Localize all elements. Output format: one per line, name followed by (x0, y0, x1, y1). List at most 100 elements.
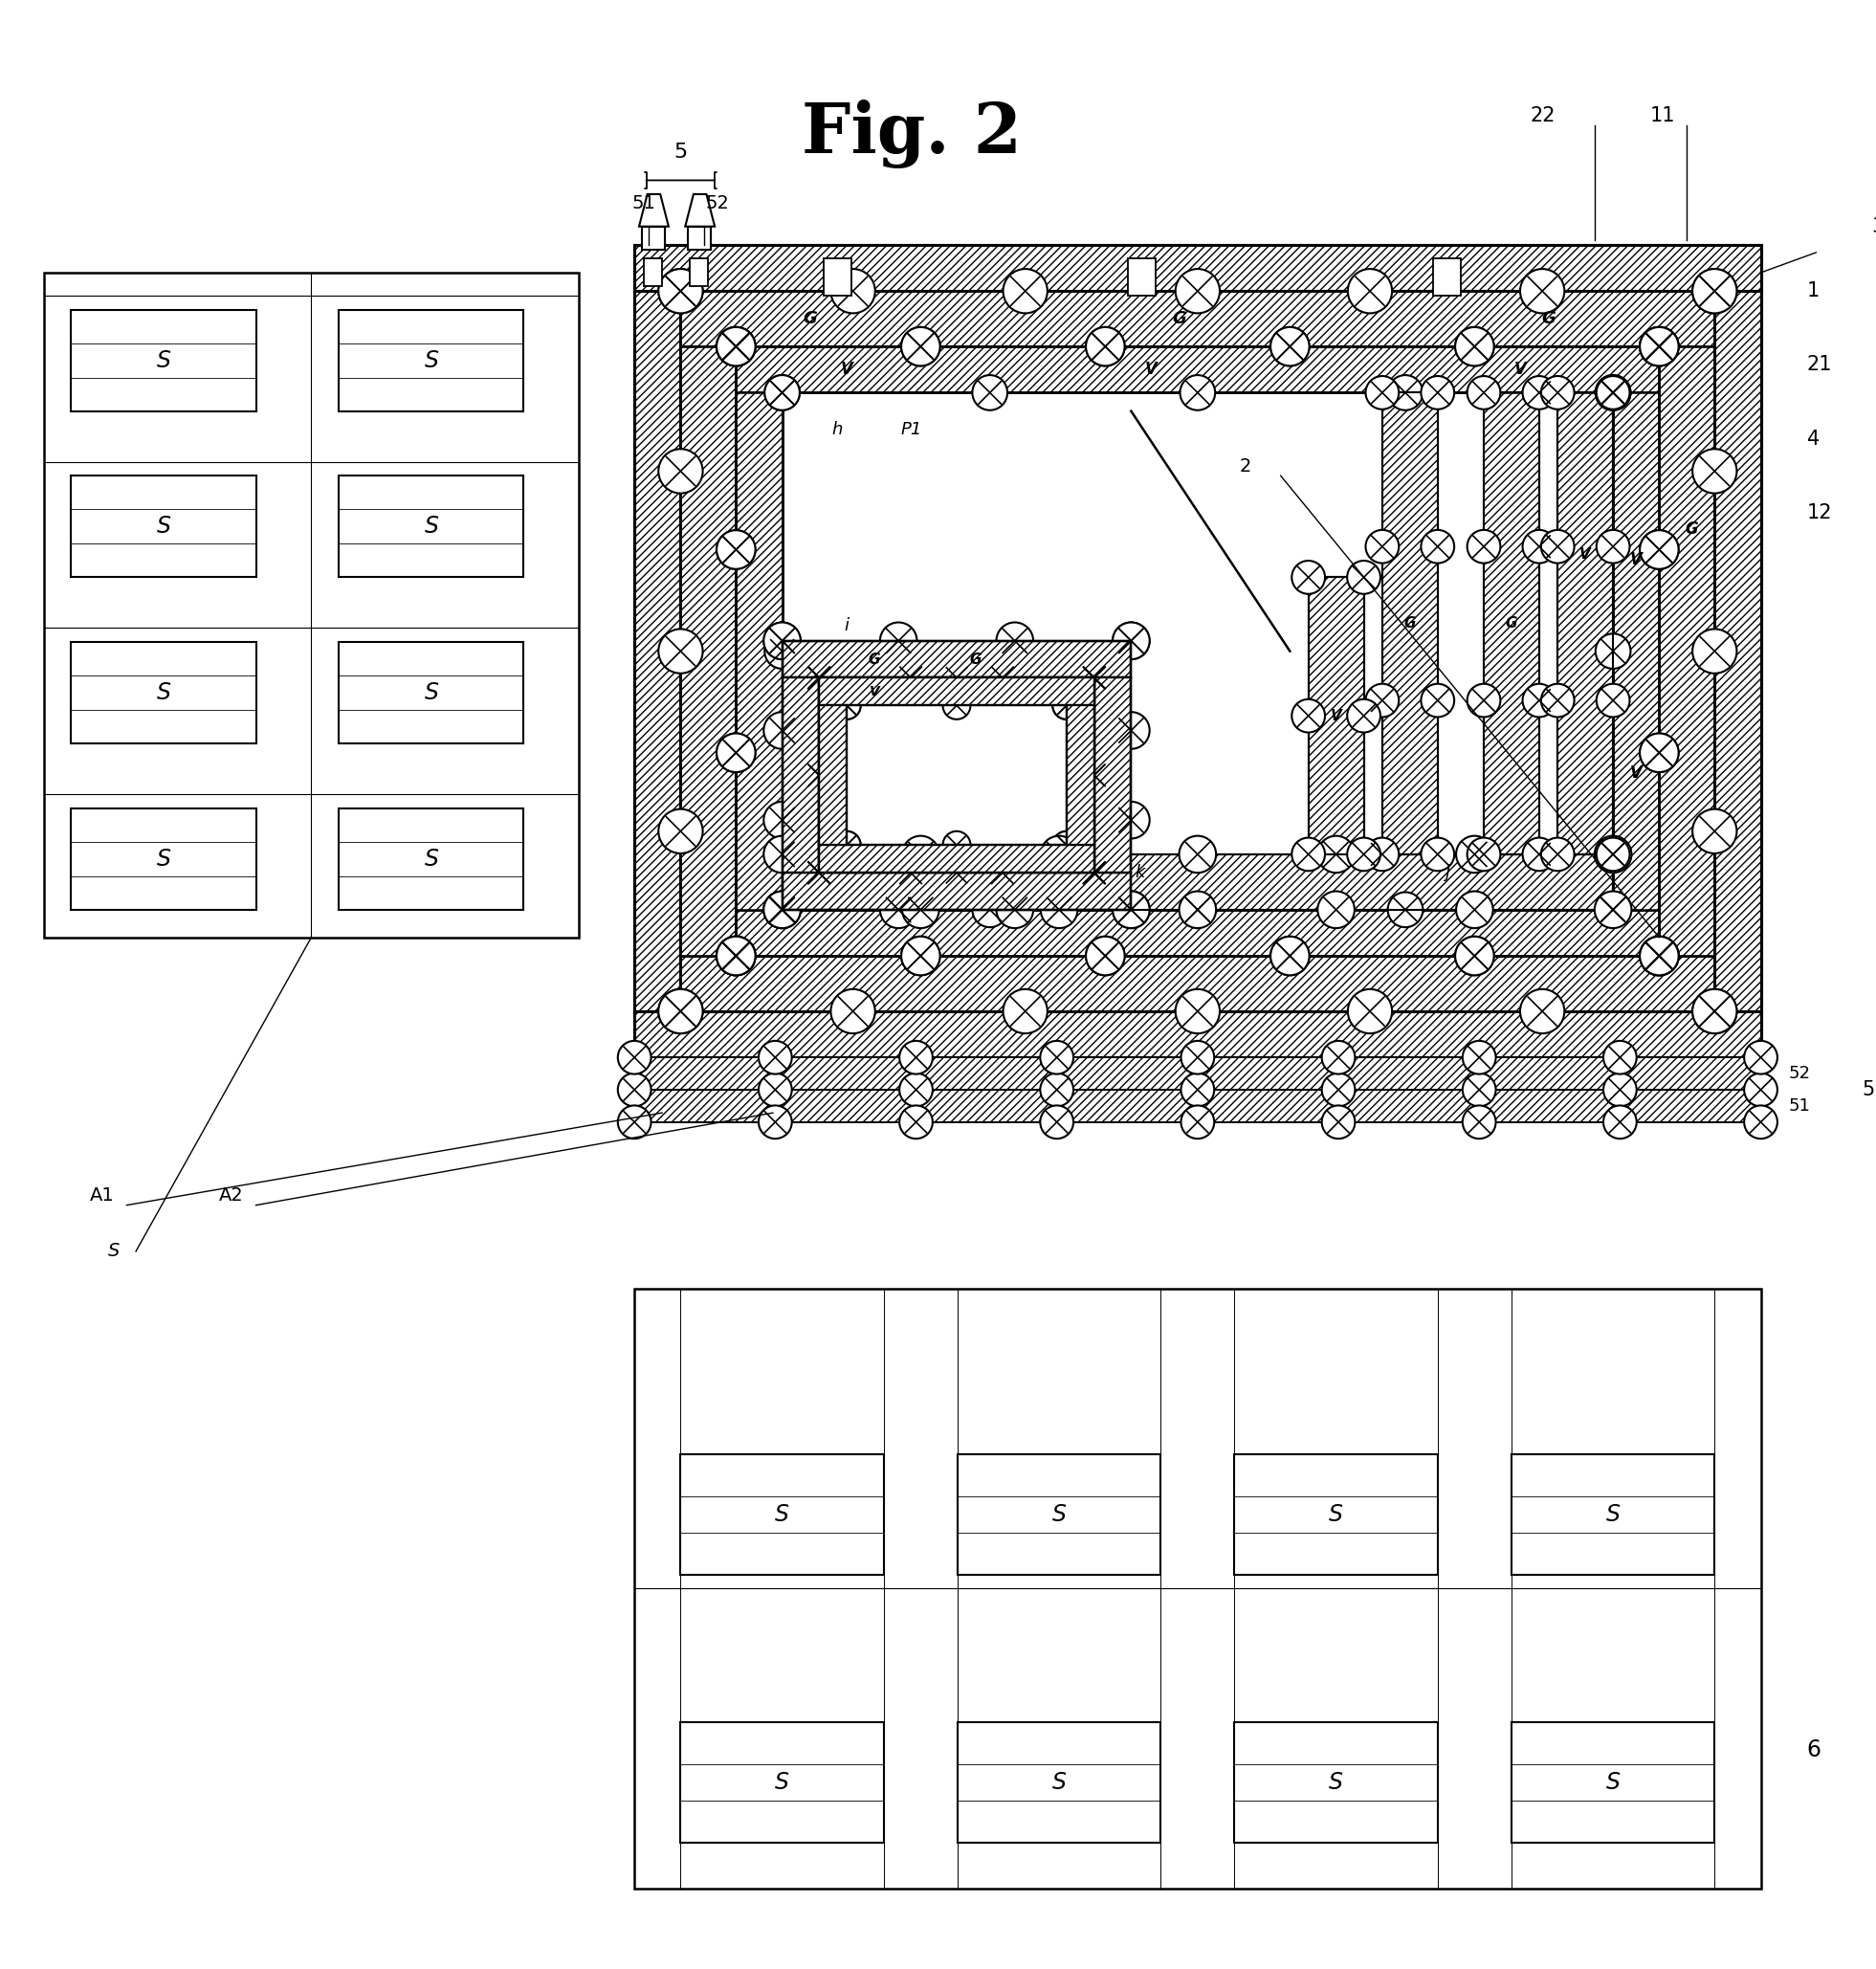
Circle shape (1347, 561, 1381, 595)
Circle shape (1640, 732, 1679, 772)
Circle shape (1086, 937, 1124, 975)
Bar (71, 642, 255, 744)
Text: G: G (803, 311, 816, 327)
Text: V: V (840, 360, 854, 378)
Bar (735, 347, 1658, 392)
Text: S: S (775, 1770, 790, 1794)
Bar (735, 347, 1658, 955)
Circle shape (1323, 1105, 1354, 1138)
Bar (634, 1012, 1762, 1057)
Circle shape (803, 662, 835, 693)
Circle shape (1456, 937, 1493, 975)
Circle shape (1293, 837, 1324, 870)
Circle shape (1086, 327, 1124, 366)
Circle shape (1112, 892, 1150, 927)
Bar (1484, 392, 1538, 855)
Circle shape (902, 837, 940, 872)
Bar (1308, 577, 1364, 855)
Bar (634, 244, 1762, 291)
Text: P1: P1 (900, 421, 923, 439)
Bar (71, 807, 255, 910)
Text: 5: 5 (673, 144, 687, 161)
Circle shape (902, 892, 940, 927)
Circle shape (833, 831, 861, 858)
Circle shape (942, 857, 972, 888)
Circle shape (1604, 1105, 1636, 1138)
Circle shape (1086, 937, 1124, 975)
Circle shape (900, 327, 940, 366)
Circle shape (1039, 1105, 1073, 1138)
Bar (846, 705, 1066, 845)
Circle shape (895, 662, 927, 695)
Circle shape (1270, 327, 1309, 366)
Bar (634, 291, 681, 1012)
Circle shape (717, 937, 756, 975)
Circle shape (1077, 662, 1111, 695)
Circle shape (765, 634, 799, 669)
Circle shape (1604, 1073, 1636, 1107)
Circle shape (1052, 831, 1081, 858)
Circle shape (658, 988, 704, 1034)
Circle shape (900, 937, 940, 975)
Text: S: S (1328, 1770, 1343, 1794)
Circle shape (1039, 1073, 1073, 1107)
Circle shape (1456, 837, 1493, 872)
Circle shape (1640, 327, 1679, 366)
Bar (340, 476, 523, 577)
Circle shape (1523, 837, 1555, 870)
Text: V: V (869, 685, 880, 699)
Bar (642, 226, 664, 250)
Bar (1715, 291, 1762, 1012)
Circle shape (942, 662, 972, 693)
Circle shape (717, 327, 756, 366)
Circle shape (1041, 837, 1077, 872)
Circle shape (1176, 988, 1219, 1034)
Text: 1: 1 (1807, 282, 1820, 301)
Bar (782, 677, 820, 872)
Circle shape (1456, 327, 1493, 366)
Circle shape (803, 857, 835, 890)
Circle shape (765, 376, 799, 410)
Circle shape (1540, 683, 1574, 717)
Bar (1512, 1723, 1715, 1843)
Circle shape (1596, 683, 1630, 717)
Circle shape (758, 1073, 792, 1107)
Circle shape (803, 662, 835, 695)
Text: A1: A1 (90, 1187, 114, 1205)
Text: S: S (1606, 1770, 1621, 1794)
Circle shape (1323, 1073, 1354, 1107)
Circle shape (1293, 561, 1324, 595)
Text: k: k (1135, 864, 1144, 882)
Bar (634, 1288, 1762, 1888)
Circle shape (899, 1042, 932, 1073)
Bar (340, 642, 523, 744)
Bar (643, 258, 662, 286)
Circle shape (1595, 837, 1632, 872)
Bar (782, 855, 1613, 910)
Circle shape (1463, 1105, 1495, 1138)
Text: S: S (156, 349, 171, 372)
Circle shape (764, 622, 801, 660)
Circle shape (944, 831, 970, 858)
Circle shape (1077, 857, 1111, 890)
Bar (681, 1723, 884, 1843)
Circle shape (1112, 713, 1150, 748)
Text: G: G (970, 652, 981, 666)
Bar (782, 640, 1131, 910)
Circle shape (1270, 937, 1309, 975)
Circle shape (1595, 892, 1632, 927)
Circle shape (717, 732, 756, 772)
Text: G: G (869, 652, 880, 666)
Text: 2: 2 (1240, 457, 1251, 476)
Circle shape (717, 732, 756, 772)
Circle shape (717, 327, 756, 366)
Text: S: S (1052, 1502, 1066, 1526)
Circle shape (1086, 327, 1124, 366)
Circle shape (1692, 628, 1737, 673)
Circle shape (1640, 327, 1679, 366)
Bar (690, 258, 709, 286)
Circle shape (1596, 376, 1630, 410)
Circle shape (972, 892, 1007, 927)
Text: G: G (1403, 616, 1416, 630)
Circle shape (1467, 376, 1501, 410)
